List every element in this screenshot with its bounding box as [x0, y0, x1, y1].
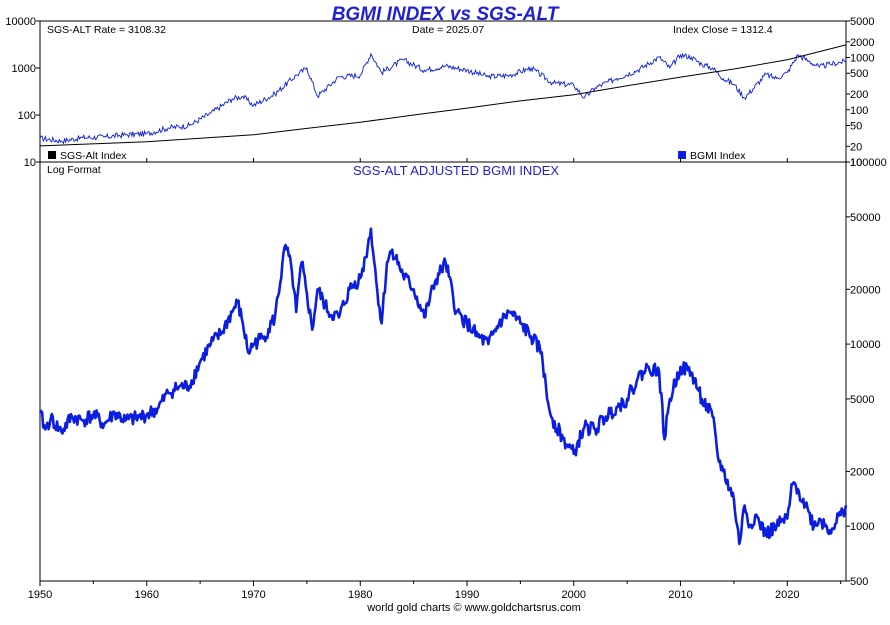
upper-right-tick-label-2: 1000: [850, 53, 874, 65]
log-format-note: Log Format: [47, 164, 101, 176]
x-tick-label-4: 1990: [455, 589, 479, 601]
lower-right-tick-label-0: 100000: [850, 157, 887, 169]
upper-right-tick-label-6: 50: [850, 120, 862, 132]
lower-chart-title: SGS-ALT ADJUSTED BGMI INDEX: [353, 163, 559, 178]
lower-right-tick-label-2: 20000: [850, 284, 881, 296]
x-tick-label-3: 1980: [348, 589, 372, 601]
x-tick-label-6: 2010: [668, 589, 692, 601]
lower-right-tick-label-6: 1000: [850, 521, 874, 533]
sgs-alt-rate-label: SGS-ALT Rate = 3108.32: [47, 24, 166, 36]
lower-plot-frame: [39, 161, 847, 582]
series-sgs-alt-index-line: [39, 44, 847, 147]
lower-right-tick-label-1: 50000: [850, 212, 881, 224]
x-tick-label-2: 1970: [241, 589, 265, 601]
upper-right-tick-label-8: 10: [850, 157, 862, 169]
series-bgmi-index-line: [39, 52, 847, 145]
upper-right-tick-label-1: 2000: [850, 37, 874, 49]
chart-title: BGMI INDEX vs SGS-ALT: [332, 4, 560, 25]
x-tick-label-5: 2000: [562, 589, 586, 601]
legend-bgmi-label: BGMI Index: [690, 150, 746, 162]
footer-credit: world gold charts © www.goldchartsrus.co…: [366, 602, 581, 614]
index-close-label: Index Close = 1312.4: [673, 24, 773, 36]
series-adjusted-bgmi-line: [38, 227, 848, 546]
upper-left-tick-label-0: 10: [24, 157, 36, 169]
legend-sgs-swatch: [48, 151, 56, 159]
upper-left-tick-label-3: 10000: [5, 16, 36, 28]
x-tick-label-7: 2020: [775, 589, 799, 601]
lower-right-tick-label-7: 500: [850, 576, 868, 588]
date-label: Date = 2025.07: [412, 24, 484, 36]
upper-right-tick-label-3: 500: [850, 68, 868, 80]
lower-right-tick-label-4: 5000: [850, 394, 874, 406]
legend-sgs-label: SGS-Alt Index: [60, 150, 127, 162]
legend-bgmi-swatch: [678, 151, 686, 159]
upper-right-tick-label-5: 100: [850, 105, 868, 117]
x-tick-label-0: 1950: [28, 589, 52, 601]
upper-left-tick-label-1: 100: [18, 110, 36, 122]
upper-left-tick-label-2: 1000: [12, 63, 36, 75]
lower-right-tick-label-5: 2000: [850, 466, 874, 478]
x-tick-label-1: 1960: [135, 589, 159, 601]
upper-right-tick-label-0: 5000: [850, 16, 874, 28]
upper-right-tick-label-4: 200: [850, 89, 868, 101]
lower-right-tick-label-3: 10000: [850, 339, 881, 351]
upper-right-tick-label-7: 20: [850, 141, 862, 153]
